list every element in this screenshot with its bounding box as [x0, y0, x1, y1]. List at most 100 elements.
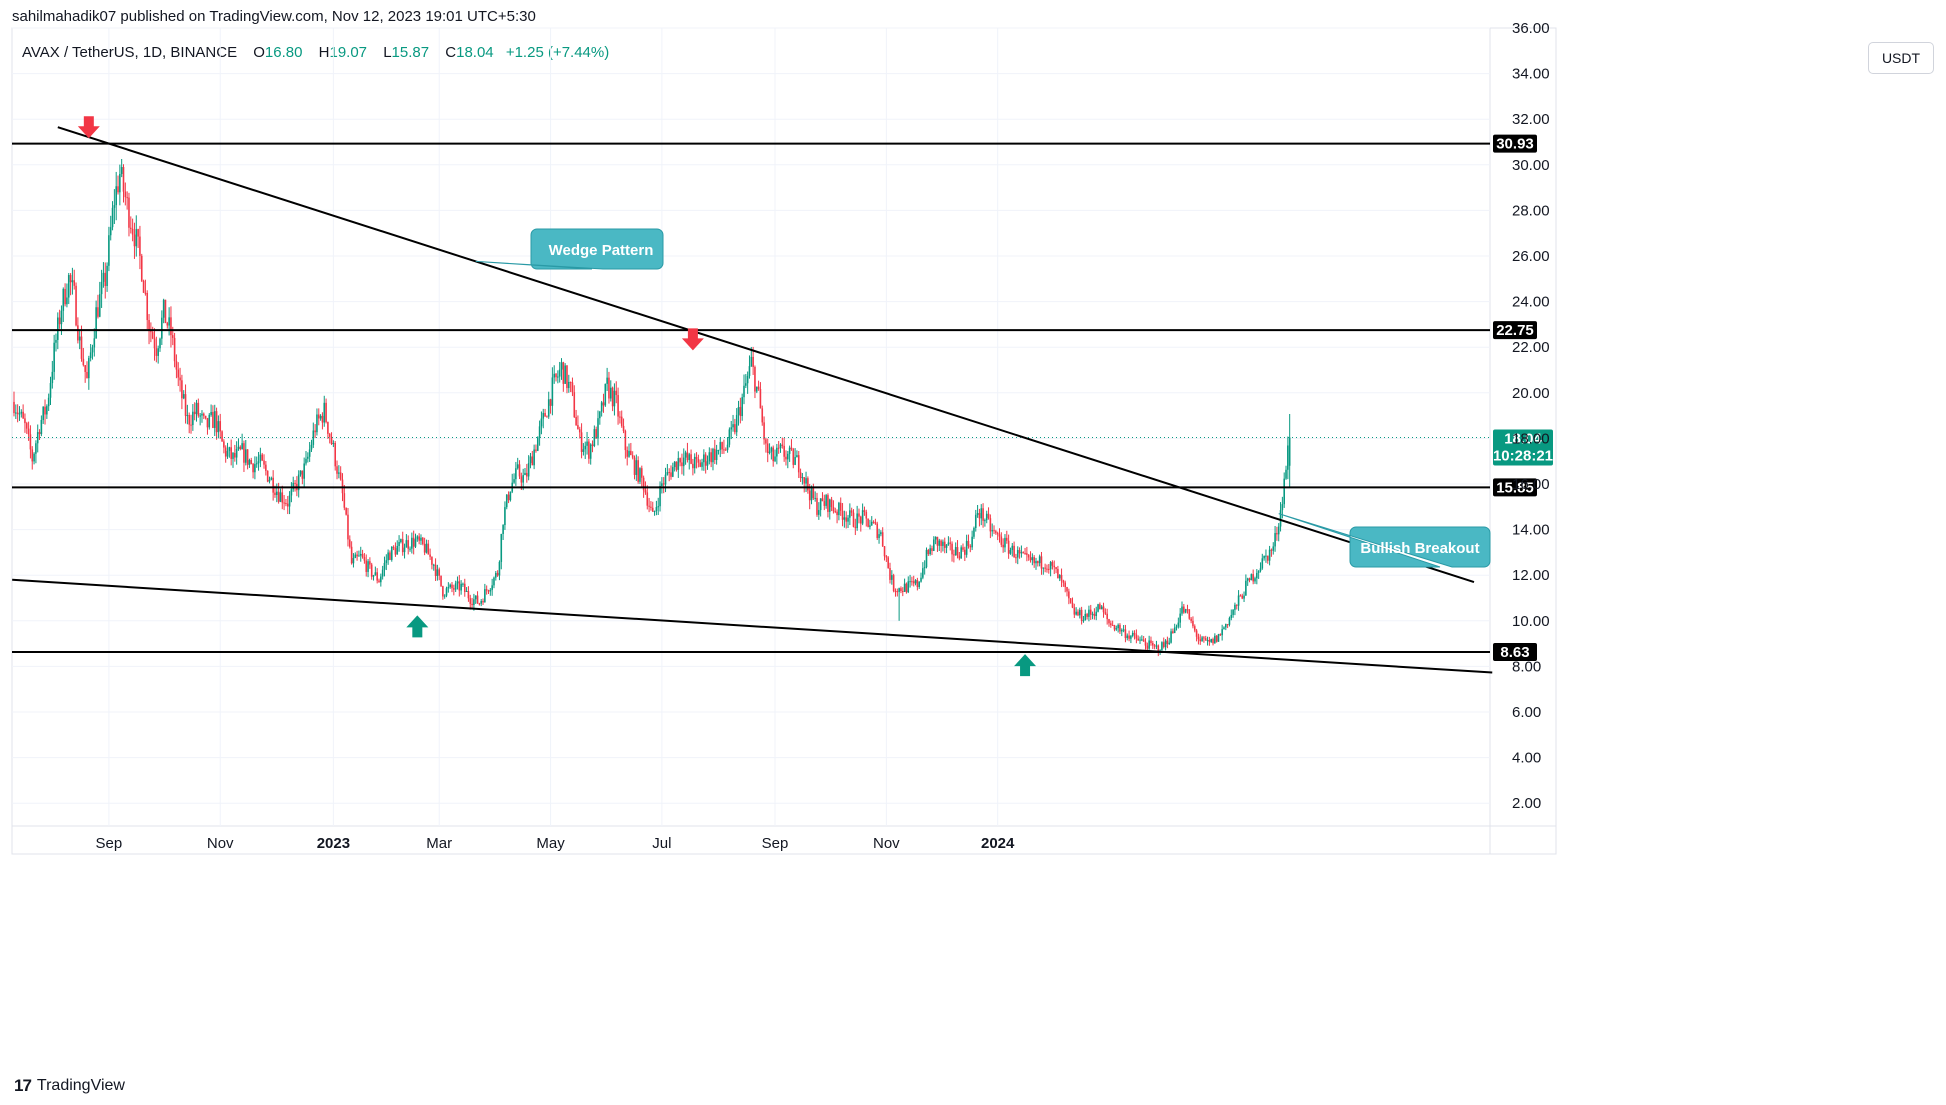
- change-value: +1.25 (+7.44%): [505, 44, 610, 61]
- candle-body: [538, 426, 541, 438]
- candle-body: [896, 591, 899, 593]
- candle-body: [582, 449, 585, 452]
- candle-body: [1064, 582, 1066, 588]
- candle-body: [597, 418, 599, 439]
- candle-body: [1053, 565, 1056, 568]
- candle-body: [869, 525, 871, 527]
- symbol-title[interactable]: AVAX / TetherUS, 1D, BINANCE: [22, 44, 238, 61]
- candle-body: [956, 547, 959, 556]
- candle-body: [1214, 635, 1216, 644]
- candle-body: [482, 600, 484, 603]
- candle-body: [352, 557, 355, 564]
- candle-body: [1246, 578, 1249, 581]
- candle-body: [951, 543, 953, 555]
- candle-body: [431, 556, 433, 565]
- candle-body: [1288, 437, 1291, 466]
- candle-body: [1276, 533, 1278, 535]
- candle-body: [1022, 552, 1025, 554]
- candle-body: [93, 338, 96, 348]
- candle-body: [515, 468, 517, 480]
- candle-body: [940, 540, 942, 546]
- candle-body: [1266, 555, 1269, 561]
- candle-body: [1203, 637, 1205, 639]
- price-tick-label: 8.00: [1512, 658, 1541, 675]
- candle-body: [1037, 561, 1039, 564]
- candle-body: [252, 463, 254, 473]
- price-axis[interactable]: 2.00 4.00 6.00 8.00 10.00 12.00 14.00 16.00 18.0…: [1512, 20, 1550, 812]
- candle-body: [53, 342, 55, 372]
- candle-body: [64, 288, 66, 305]
- footer-brand[interactable]: 17 TradingView: [14, 1076, 125, 1096]
- candle-body: [20, 411, 23, 414]
- candle-body: [960, 547, 962, 559]
- candle-body: [719, 442, 722, 450]
- candle-body: [119, 174, 121, 193]
- candle-body: [394, 548, 397, 555]
- candle-body: [1270, 549, 1273, 551]
- candle-body: [626, 450, 628, 457]
- candle-body: [157, 348, 159, 356]
- candle-body: [407, 540, 409, 549]
- price-tick-label: 28.00: [1512, 202, 1550, 219]
- candle-body: [130, 227, 132, 229]
- candle-body: [646, 492, 649, 506]
- candle-body: [1219, 634, 1222, 636]
- candle-body: [1120, 629, 1123, 632]
- candle-body: [151, 332, 154, 339]
- candle-body: [303, 463, 305, 479]
- candle-body: [1020, 552, 1023, 554]
- candle-body: [168, 317, 170, 326]
- candle-body: [1024, 553, 1026, 555]
- level-badge-label: 15.85: [1496, 479, 1534, 496]
- candle-body: [847, 517, 849, 522]
- currency-button[interactable]: USDT: [1868, 42, 1934, 74]
- price-tick-label: 24.00: [1512, 294, 1550, 311]
- candle-body: [504, 507, 506, 526]
- candle-body: [164, 299, 167, 324]
- candle-body: [1102, 606, 1105, 613]
- candle-body: [128, 197, 130, 228]
- candle-body: [836, 511, 838, 516]
- candle-body: [321, 415, 324, 423]
- candle-body: [686, 452, 689, 461]
- candle-body: [487, 590, 490, 592]
- time-axis[interactable]: Sep Nov 2023 Mar May Jul Sep Nov 2024: [96, 835, 1015, 852]
- candle-body: [524, 472, 526, 476]
- candle-body: [396, 545, 399, 555]
- candle-body: [257, 461, 260, 464]
- candle-body: [549, 399, 552, 406]
- candle-body: [1128, 635, 1130, 639]
- candle-body: [823, 501, 826, 506]
- candle-body: [1135, 634, 1138, 639]
- published-info: sahilmahadik07 published on TradingView.…: [12, 8, 536, 25]
- candle-body: [350, 546, 353, 564]
- price-tick-label: 12.00: [1512, 567, 1550, 584]
- candle-body: [230, 447, 232, 459]
- candle-body: [825, 495, 827, 506]
- candle-body: [91, 347, 94, 353]
- candle-body: [255, 463, 258, 465]
- candle-body: [794, 457, 796, 465]
- candle-body: [29, 434, 32, 450]
- candle-body: [327, 422, 329, 434]
- bullish-breakout-label: Bullish Breakout: [1360, 540, 1479, 557]
- candle-body: [783, 445, 785, 457]
- candle-body: [1057, 569, 1059, 579]
- candle-body: [265, 464, 267, 471]
- candle-body: [1230, 614, 1233, 618]
- candle-body: [776, 447, 778, 457]
- candle-body: [1093, 613, 1096, 617]
- candle-body: [706, 461, 709, 466]
- candle-body: [1044, 567, 1046, 569]
- candle-body: [737, 407, 740, 415]
- candle-body: [880, 532, 882, 535]
- candle-body: [1082, 620, 1085, 622]
- candle-body: [1144, 641, 1147, 646]
- candle-body: [25, 423, 28, 429]
- candle-body: [653, 510, 656, 512]
- candle-body: [602, 402, 605, 406]
- candle-body: [305, 458, 307, 464]
- candle-body: [531, 456, 534, 466]
- candle-body: [336, 466, 338, 474]
